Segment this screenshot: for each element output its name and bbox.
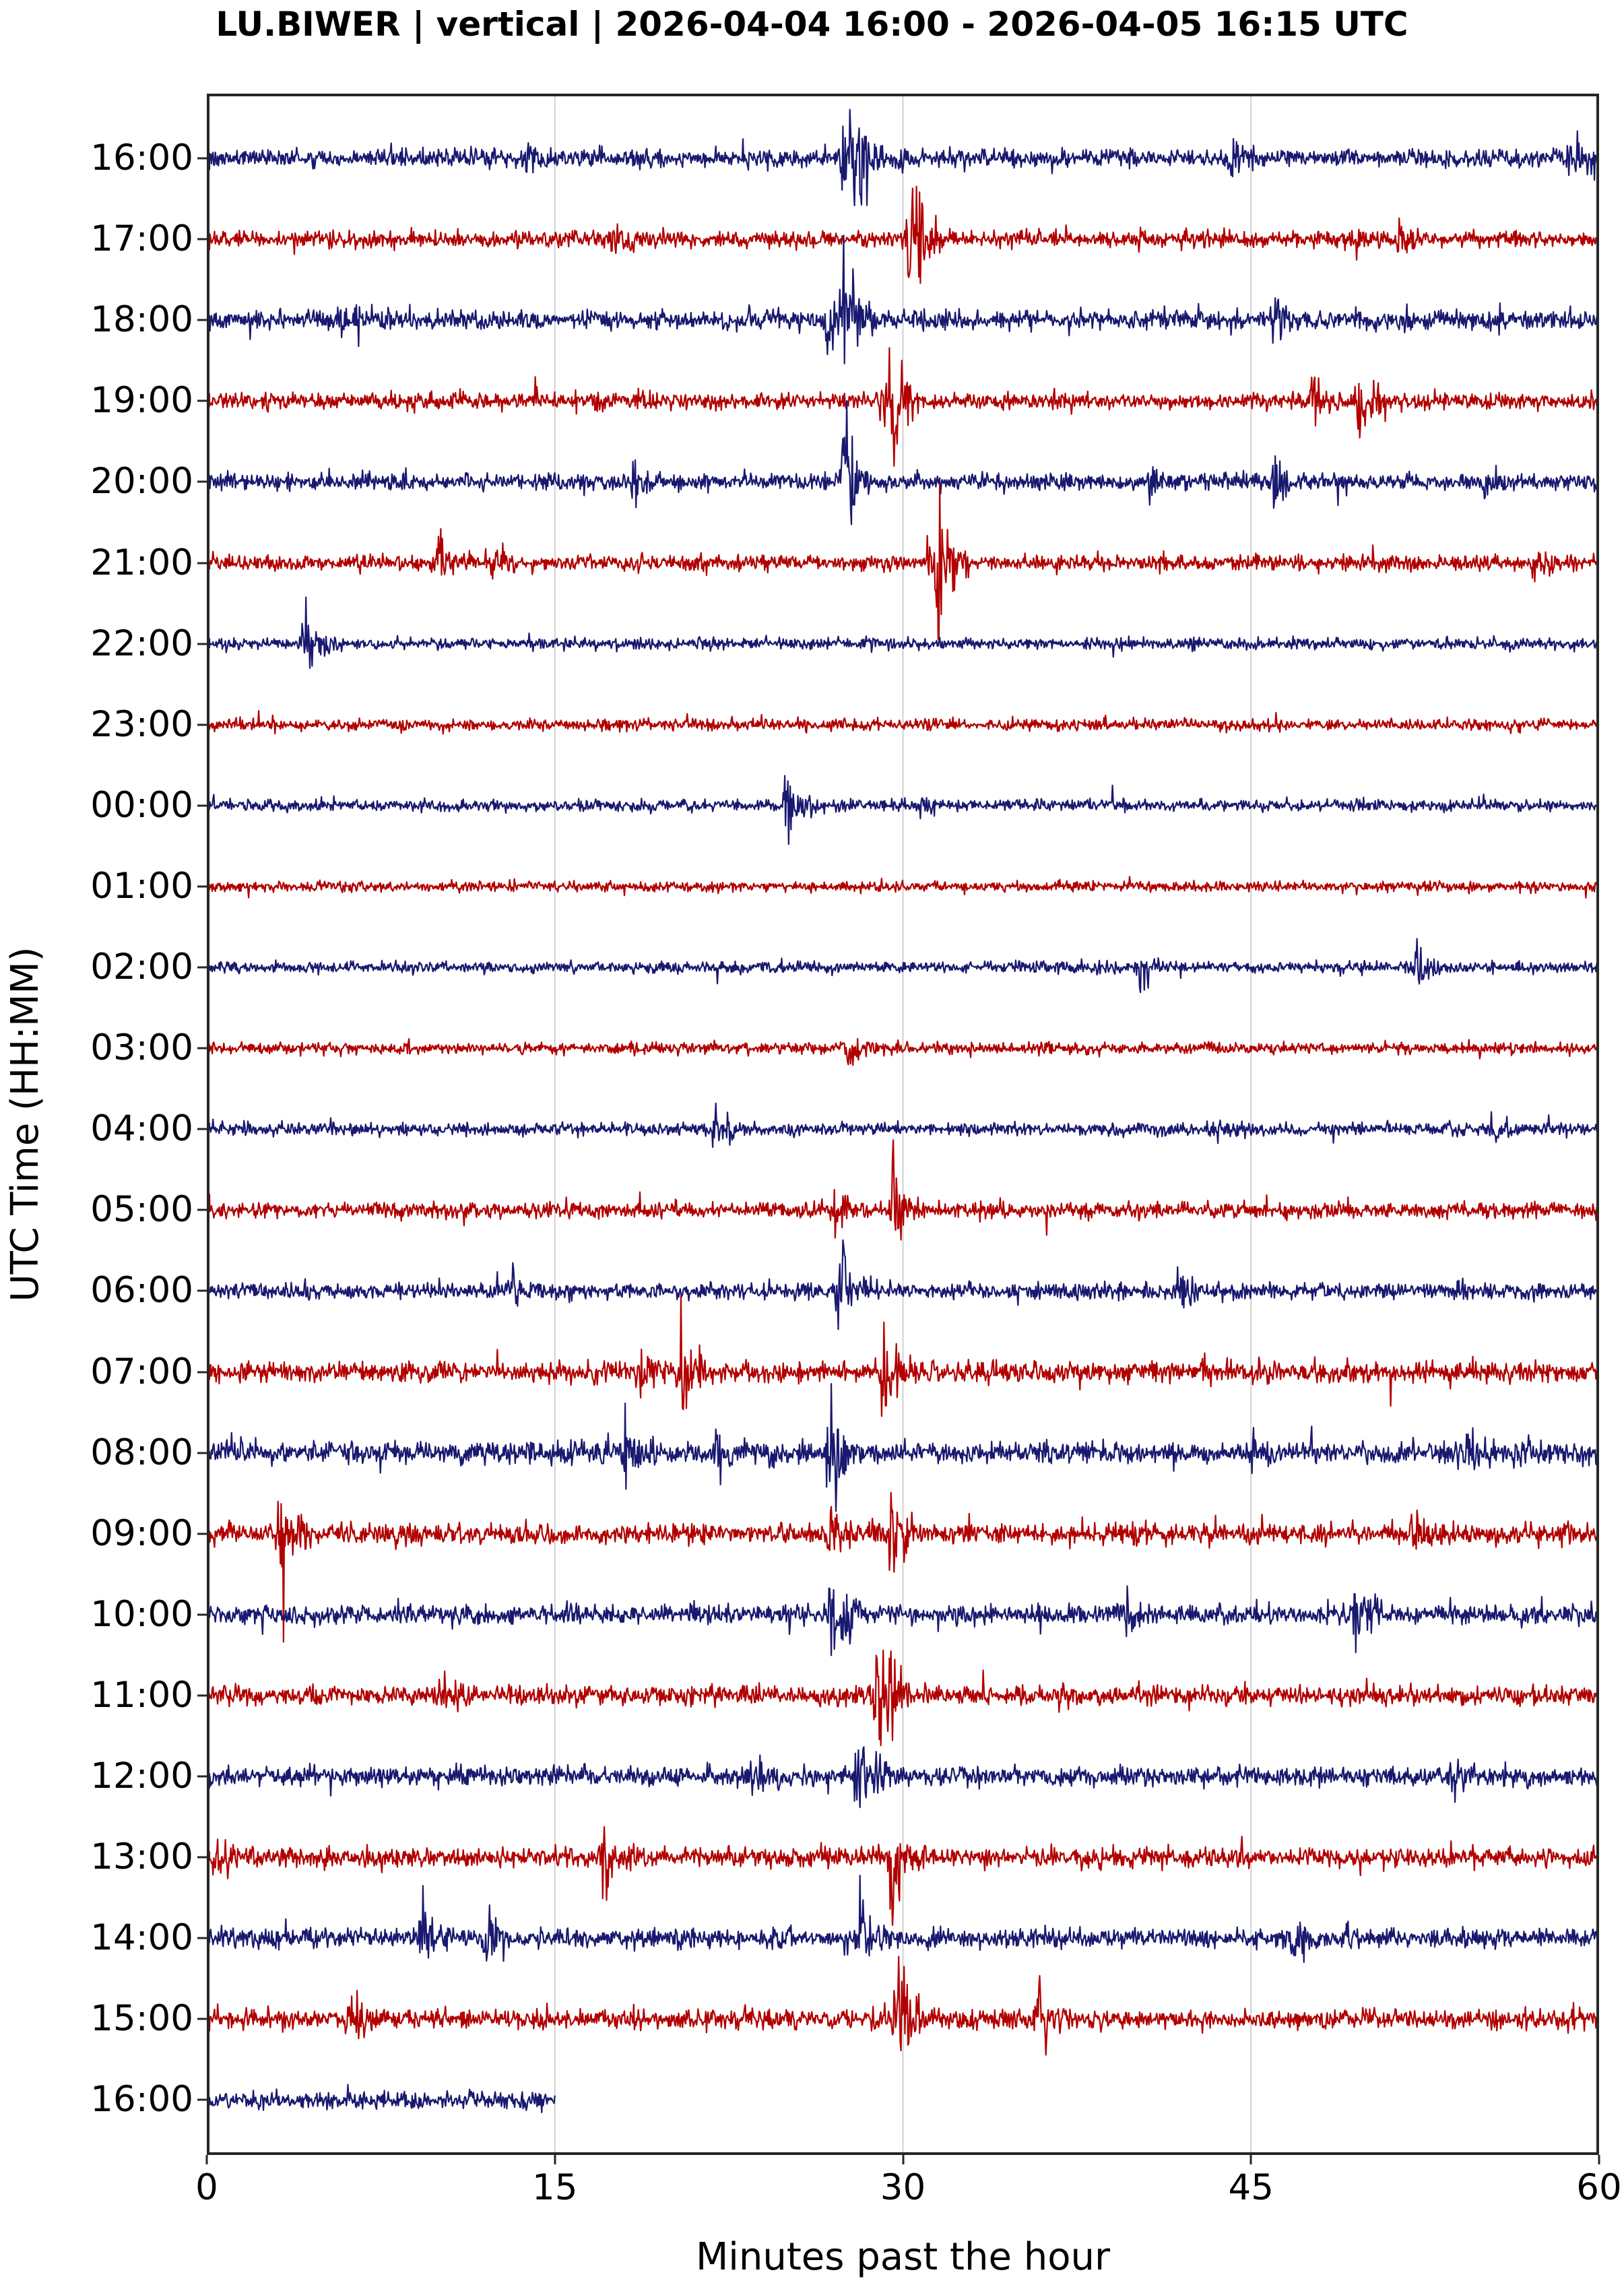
trace-0300: [209, 1037, 1596, 1066]
chart-title: LU.BIWER | vertical | 2026-04-04 16:00 -…: [216, 5, 1408, 44]
y-tick-label: 05:00: [90, 1189, 193, 1231]
x-tick-label: 60: [1576, 2167, 1622, 2208]
y-tick-label: 11:00: [90, 1674, 193, 1716]
y-tick-label: 00:00: [90, 784, 193, 826]
trace-1200: [209, 1746, 1596, 1809]
trace-0600: [209, 1239, 1596, 1330]
trace-1400: [209, 1875, 1596, 1964]
y-tick: [197, 966, 207, 969]
x-tick-label: 30: [880, 2167, 926, 2208]
x-tick: [902, 2155, 904, 2164]
trace-2000: [209, 399, 1596, 525]
y-tick: [197, 1613, 207, 1616]
y-tick-label: 13:00: [90, 1836, 193, 1878]
y-tick: [197, 480, 207, 483]
y-tick-label: 23:00: [90, 703, 193, 745]
trace-1900: [209, 347, 1596, 467]
plot-area: [207, 94, 1599, 2155]
trace-2200: [209, 596, 1596, 669]
y-tick: [197, 1937, 207, 1939]
y-tick-label: 07:00: [90, 1351, 193, 1392]
trace-0100: [209, 876, 1596, 899]
y-tick-label: 03:00: [90, 1027, 193, 1069]
y-tick-label: 08:00: [90, 1431, 193, 1473]
x-tick: [1598, 2155, 1600, 2164]
y-tick: [197, 643, 207, 645]
y-tick: [197, 1047, 207, 1050]
y-tick: [197, 562, 207, 564]
seismogram-traces: [209, 96, 1596, 2152]
trace-1500: [209, 1956, 1596, 2056]
trace-0900: [209, 1491, 1596, 1643]
y-tick: [197, 319, 207, 321]
y-tick: [197, 2018, 207, 2020]
y-tick-label: 06:00: [90, 1270, 193, 1312]
y-tick: [197, 238, 207, 240]
y-tick: [197, 399, 207, 402]
y-tick: [197, 723, 207, 726]
x-tick-label: 0: [195, 2167, 218, 2208]
trace-1100: [209, 1649, 1596, 1747]
x-tick: [1249, 2155, 1252, 2164]
y-tick-label: 15:00: [90, 1998, 193, 2040]
y-tick: [197, 1289, 207, 1292]
y-tick-label: 22:00: [90, 622, 193, 664]
y-tick-label: 09:00: [90, 1512, 193, 1554]
y-tick: [197, 1209, 207, 1211]
y-tick: [197, 1775, 207, 1778]
y-tick: [197, 1371, 207, 1373]
y-tick: [197, 804, 207, 807]
y-tick-label: 19:00: [90, 380, 193, 422]
trace-1300: [209, 1826, 1596, 1926]
trace-1700: [209, 185, 1596, 284]
x-tick: [205, 2155, 208, 2164]
trace-0200: [209, 938, 1596, 994]
y-tick-label: 16:00: [90, 2079, 193, 2121]
trace-0000: [209, 775, 1596, 845]
y-tick-label: 01:00: [90, 865, 193, 907]
y-axis-label: UTC Time (HH:MM): [3, 946, 47, 1302]
y-tick: [197, 1856, 207, 1859]
y-tick-label: 18:00: [90, 299, 193, 341]
trace-0400: [209, 1102, 1596, 1149]
x-tick-label: 45: [1228, 2167, 1274, 2208]
x-axis-label: Minutes past the hour: [695, 2235, 1110, 2279]
y-tick-label: 02:00: [90, 946, 193, 988]
trace-2100: [209, 482, 1596, 640]
y-tick-label: 04:00: [90, 1108, 193, 1150]
y-tick-label: 16:00: [90, 137, 193, 179]
y-tick-label: 12:00: [90, 1755, 193, 1797]
trace-2300: [209, 710, 1596, 735]
y-tick-label: 21:00: [90, 542, 193, 583]
y-tick: [197, 1452, 207, 1454]
y-tick: [197, 157, 207, 160]
y-tick: [197, 2098, 207, 2101]
y-tick-label: 14:00: [90, 1917, 193, 1959]
y-tick: [197, 1533, 207, 1535]
y-tick-label: 20:00: [90, 461, 193, 503]
trace-1000: [209, 1585, 1596, 1656]
y-tick-label: 10:00: [90, 1593, 193, 1635]
x-tick: [554, 2155, 556, 2164]
trace-1800: [209, 234, 1596, 364]
x-tick-label: 15: [532, 2167, 578, 2208]
trace-0800: [209, 1383, 1596, 1512]
y-tick: [197, 885, 207, 888]
trace-0700: [209, 1294, 1596, 1417]
y-tick-label: 17:00: [90, 218, 193, 260]
trace-1600: [209, 2084, 556, 2113]
y-tick: [197, 1128, 207, 1130]
y-tick: [197, 1694, 207, 1697]
trace-0500: [209, 1139, 1596, 1241]
trace-1600: [209, 108, 1596, 207]
